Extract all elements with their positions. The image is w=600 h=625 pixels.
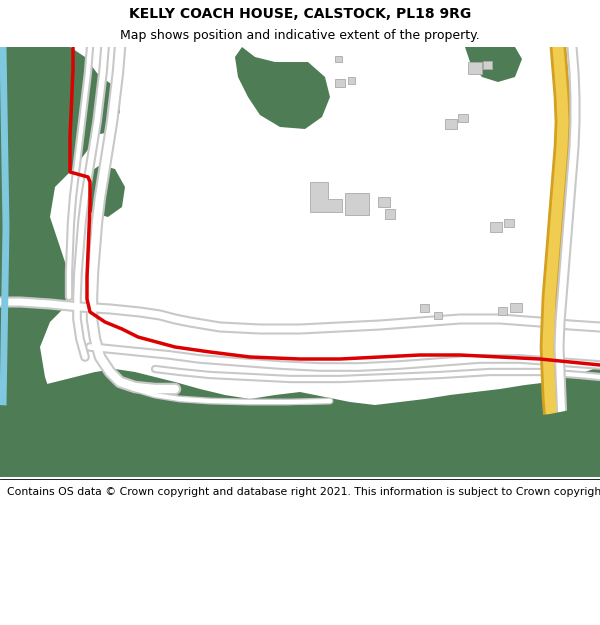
Polygon shape: [458, 114, 468, 122]
Polygon shape: [335, 79, 345, 87]
Polygon shape: [465, 47, 522, 82]
Polygon shape: [50, 79, 108, 147]
Text: Contains OS data © Crown copyright and database right 2021. This information is : Contains OS data © Crown copyright and d…: [7, 488, 600, 498]
Polygon shape: [235, 47, 330, 129]
Polygon shape: [510, 303, 522, 312]
Polygon shape: [483, 61, 492, 69]
Polygon shape: [385, 209, 395, 219]
Polygon shape: [0, 407, 600, 477]
Polygon shape: [530, 397, 600, 477]
Polygon shape: [378, 197, 390, 207]
Polygon shape: [504, 219, 514, 227]
Text: Map shows position and indicative extent of the property.: Map shows position and indicative extent…: [120, 29, 480, 42]
Polygon shape: [0, 367, 600, 477]
Polygon shape: [420, 304, 429, 312]
Polygon shape: [348, 77, 355, 84]
Polygon shape: [445, 119, 457, 129]
Polygon shape: [310, 182, 342, 212]
Polygon shape: [0, 377, 600, 477]
Polygon shape: [82, 165, 125, 217]
Polygon shape: [490, 222, 502, 232]
Polygon shape: [468, 62, 482, 74]
Polygon shape: [345, 193, 369, 215]
Polygon shape: [335, 56, 342, 62]
Polygon shape: [0, 405, 600, 477]
Polygon shape: [0, 47, 600, 477]
Text: KELLY COACH HOUSE, CALSTOCK, PL18 9RG: KELLY COACH HOUSE, CALSTOCK, PL18 9RG: [129, 7, 471, 21]
Polygon shape: [0, 47, 40, 97]
Polygon shape: [0, 47, 105, 477]
Polygon shape: [498, 307, 507, 315]
Polygon shape: [434, 312, 442, 319]
Polygon shape: [60, 72, 120, 137]
